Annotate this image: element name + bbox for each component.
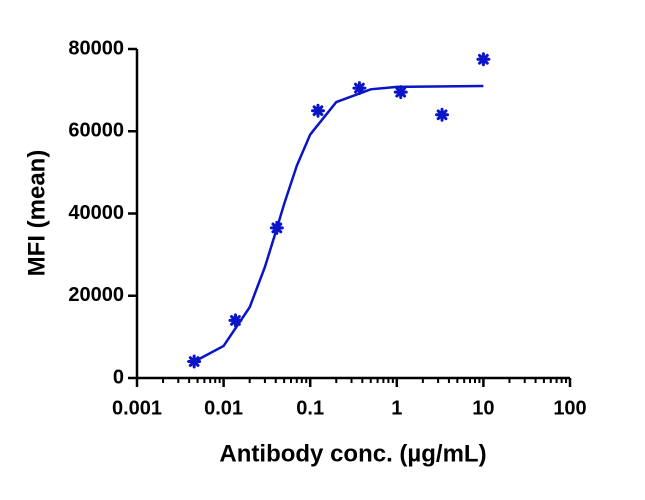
fit-curve xyxy=(196,84,484,362)
data-point xyxy=(187,354,202,369)
y-tick-label: 80000 xyxy=(68,37,124,59)
y-tick-label: 40000 xyxy=(68,202,124,224)
data-point xyxy=(269,220,284,235)
data-point xyxy=(476,52,491,67)
data-point xyxy=(310,103,325,118)
x-tick-label: 1 xyxy=(391,397,402,419)
y-tick-label: 60000 xyxy=(68,120,124,142)
data-point xyxy=(393,85,408,100)
x-tick-label: 10 xyxy=(472,397,494,419)
x-tick-label: 0.1 xyxy=(296,397,324,419)
data-point xyxy=(228,313,243,328)
y-tick-label: 0 xyxy=(113,366,124,388)
data-point xyxy=(352,81,367,96)
data-point xyxy=(435,107,450,122)
x-tick-label: 100 xyxy=(553,397,586,419)
y-tick-label: 20000 xyxy=(68,284,124,306)
x-tick-label: 0.001 xyxy=(112,397,162,419)
x-tick-label: 0.01 xyxy=(204,397,243,419)
y-axis-title: MFI (mean) xyxy=(23,150,50,277)
x-axis-title: Antibody conc. (µg/mL) xyxy=(219,440,486,467)
